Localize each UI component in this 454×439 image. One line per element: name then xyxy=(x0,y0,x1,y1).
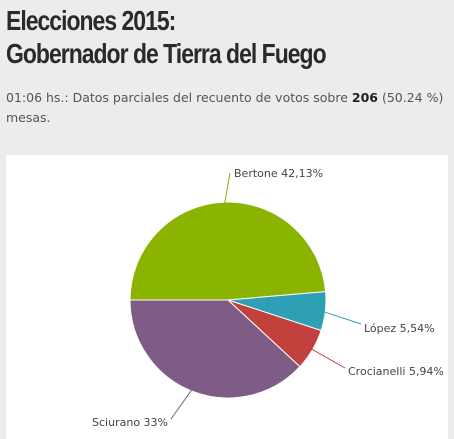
slice-label-bertone: Bertone 42,13% xyxy=(234,167,323,180)
page-title: Elecciones 2015: Gobernador de Tierra de… xyxy=(6,4,327,70)
tables-suffix: (50.24 %) mesas. xyxy=(6,90,444,125)
pie-slice-bertone[interactable] xyxy=(129,201,327,301)
update-prefix: hs.: Datos parciales del recuento de vot… xyxy=(42,90,352,105)
page-title-line-2: Gobernador de Tierra del Fuego xyxy=(6,38,327,69)
leader-line-lopez xyxy=(320,310,362,325)
leader-line-sciurano xyxy=(170,386,195,420)
tables-count: 206 xyxy=(351,90,378,105)
pie-chart-panel: Bertone 42,13% López 5,54% Crocianelli 5,9… xyxy=(6,155,448,439)
pie-chart: Bertone 42,13% López 5,54% Crocianelli 5,9… xyxy=(92,167,444,429)
slice-label-sciurano: Sciurano 33% xyxy=(92,416,168,429)
leader-line-crocianelli xyxy=(307,346,346,369)
page-title-line-1: Elecciones 2015: xyxy=(6,5,176,36)
update-info: 01:06 hs.: Datos parciales del recuento … xyxy=(6,88,446,128)
pie-slice-sciurano[interactable] xyxy=(129,299,301,399)
leader-line-bertone xyxy=(223,172,231,208)
update-time: 01:06 xyxy=(6,90,43,105)
slice-label-crocianelli: Crocianelli 5,94% xyxy=(348,365,444,378)
slice-label-lopez: López 5,54% xyxy=(364,322,435,335)
